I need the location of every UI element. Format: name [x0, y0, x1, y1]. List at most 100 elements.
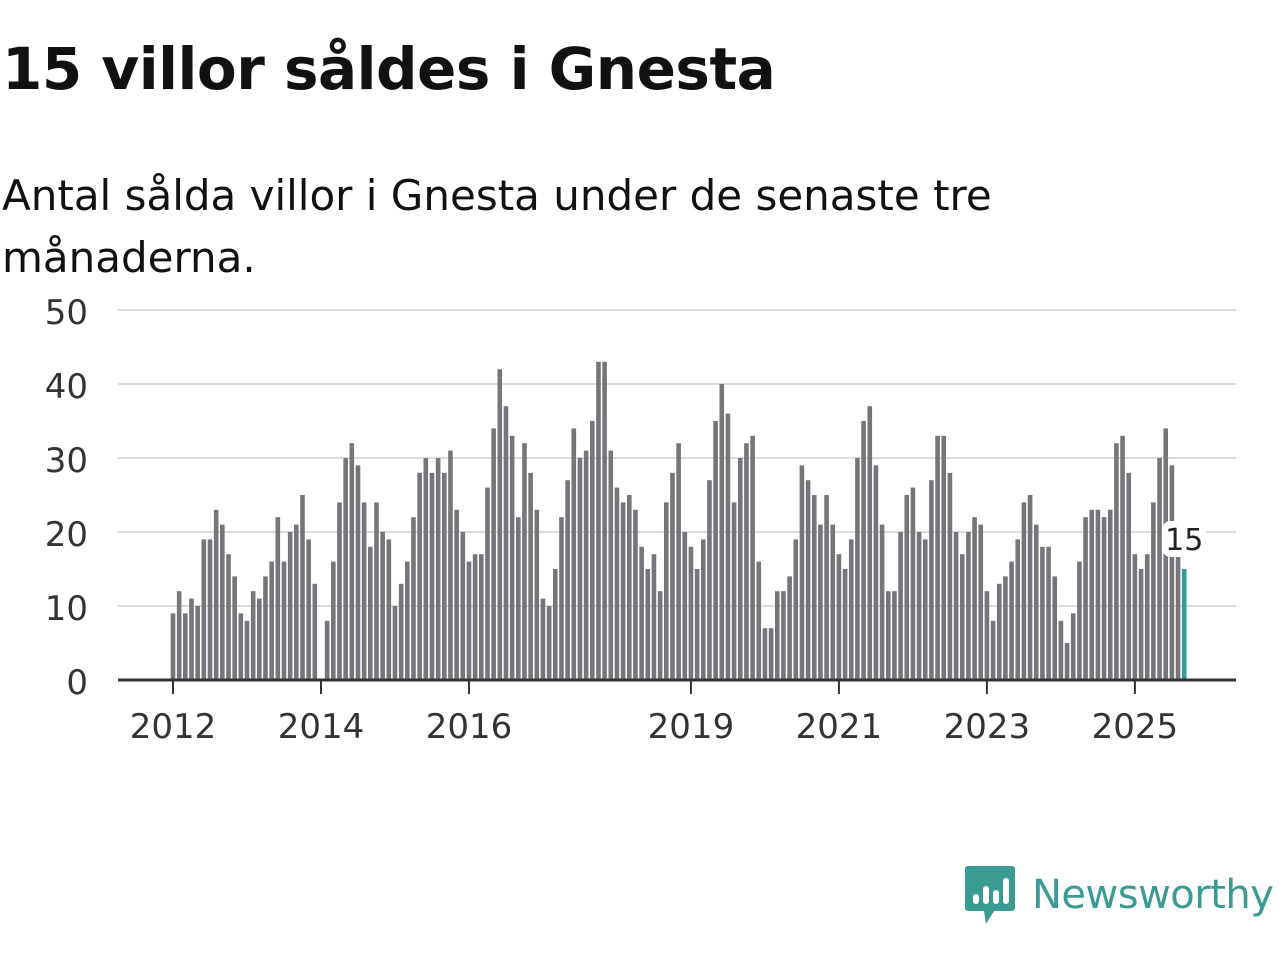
bar — [1027, 495, 1033, 680]
bar — [855, 458, 860, 680]
bar — [522, 443, 527, 680]
bar — [1151, 502, 1156, 680]
bar — [183, 613, 188, 680]
bar — [485, 487, 490, 680]
bar — [959, 554, 965, 680]
bar — [540, 598, 546, 680]
bar — [349, 443, 355, 680]
bar — [756, 561, 762, 680]
bar — [1138, 569, 1144, 680]
bar — [1095, 509, 1101, 680]
bar — [479, 554, 484, 680]
bar — [793, 539, 799, 680]
bar — [737, 458, 743, 680]
bar — [534, 509, 540, 680]
bar — [1083, 517, 1088, 680]
bar — [503, 406, 509, 680]
bar — [257, 598, 262, 680]
x-tick-label: 2025 — [1092, 707, 1179, 747]
bar — [368, 546, 373, 680]
bar — [978, 524, 984, 680]
bar — [312, 583, 318, 680]
bar — [460, 532, 466, 680]
bar — [1021, 502, 1027, 680]
bar — [836, 554, 842, 680]
bar — [688, 546, 694, 680]
bar — [380, 532, 385, 680]
bar — [1040, 546, 1045, 680]
bar — [830, 524, 836, 680]
bar — [472, 554, 478, 680]
bar — [189, 598, 194, 680]
bar — [405, 561, 410, 680]
bar — [244, 620, 250, 680]
chart-subtitle: Antal sålda villor i Gnesta under de sen… — [2, 171, 992, 282]
bar — [602, 361, 607, 680]
bar — [694, 569, 700, 680]
brand-logo: Newsworthy — [964, 864, 1274, 926]
bar — [719, 384, 725, 680]
bar — [935, 435, 940, 680]
bar — [1009, 561, 1014, 680]
bar — [491, 428, 496, 680]
last-value-annotation: 15 — [1162, 521, 1207, 558]
bar — [929, 480, 934, 680]
bar — [922, 539, 928, 680]
chart-title: 15 villor såldes i Gnesta — [2, 35, 776, 103]
bar — [768, 628, 774, 680]
bar — [1169, 465, 1175, 680]
x-tick-label: 2023 — [944, 707, 1031, 747]
last-value-label-bg — [1162, 521, 1207, 557]
bar — [176, 591, 182, 680]
bar — [626, 495, 632, 680]
bar — [448, 450, 453, 680]
bar — [497, 369, 503, 680]
bar — [515, 517, 521, 680]
bar — [442, 472, 447, 680]
bar — [220, 524, 225, 680]
bar — [238, 613, 244, 680]
bar — [972, 517, 977, 680]
y-axis-ticks: 0 10 20 30 40 50 — [45, 293, 88, 703]
bar — [300, 495, 305, 680]
bar — [195, 606, 200, 680]
x-tick-label: 2016 — [426, 707, 513, 747]
y-tick-label: 10 — [45, 589, 88, 629]
bar — [269, 561, 274, 680]
bar — [589, 421, 595, 680]
bar — [990, 620, 996, 680]
bar — [781, 591, 786, 680]
bar — [552, 569, 558, 680]
bar — [818, 524, 823, 680]
bar — [201, 539, 207, 680]
bar — [947, 472, 953, 680]
bar — [639, 546, 644, 680]
bar — [1064, 643, 1070, 680]
bar — [608, 450, 614, 680]
brand-name: Newsworthy — [1032, 872, 1274, 918]
bar — [454, 509, 459, 680]
bar — [707, 480, 712, 680]
bar — [213, 509, 219, 680]
bar — [861, 421, 866, 680]
bar — [879, 524, 885, 680]
bar — [466, 561, 472, 680]
x-tick-label: 2021 — [796, 707, 883, 747]
bar — [170, 613, 176, 680]
bar — [1003, 576, 1008, 680]
bar — [645, 569, 651, 680]
bar — [281, 561, 287, 680]
bar — [774, 591, 780, 680]
bar — [337, 502, 342, 680]
y-tick-label: 0 — [66, 663, 88, 703]
bar-latest — [1181, 569, 1187, 680]
bar — [725, 413, 731, 680]
bar — [1058, 620, 1064, 680]
bar — [398, 583, 404, 680]
bar — [429, 472, 435, 680]
bar — [559, 517, 564, 680]
bar — [966, 532, 971, 680]
bar — [1120, 435, 1125, 680]
bar — [207, 539, 213, 680]
last-value-label: 15 — [1165, 523, 1203, 558]
